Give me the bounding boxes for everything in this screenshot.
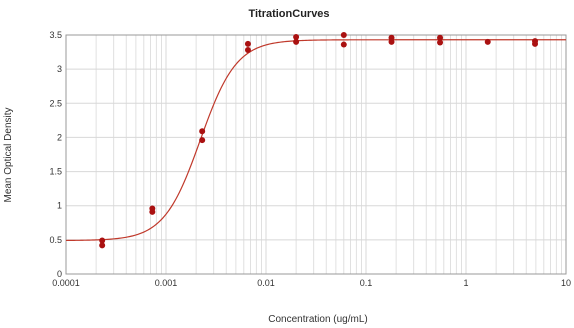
data-point (244, 47, 251, 54)
plot-frame (65, 34, 567, 275)
data-points-layer (99, 32, 539, 249)
data-point (99, 237, 106, 244)
y-tick-label: 3.5 (49, 30, 62, 40)
data-point (437, 34, 444, 41)
data-point (532, 40, 539, 47)
data-point (340, 41, 347, 48)
y-tick-label: 2 (57, 132, 62, 142)
y-axis-label: Mean Optical Density (3, 107, 14, 202)
data-point (293, 34, 300, 41)
y-tick-label: 3 (57, 64, 62, 74)
x-axis-label: Concentration (ug/mL) (268, 314, 368, 325)
chart-title: TitrationCurves (248, 8, 329, 20)
data-point (199, 137, 206, 144)
data-point (484, 38, 491, 45)
data-point (340, 32, 347, 38)
y-tick-label: 0.5 (49, 235, 62, 245)
tick-labels: 0.0001 0.001 0.01 0.1 1 10 0 0.5 1 1.5 2 2.5 3 3.5 (49, 30, 571, 288)
y-tick-label: 2.5 (49, 98, 62, 108)
y-tick-label: 1 (57, 201, 62, 211)
data-point (199, 128, 206, 135)
fit-curve (65, 39, 566, 242)
data-point (437, 39, 444, 46)
x-tick-label: 1 (463, 278, 468, 288)
x-tick-label: 0.001 (155, 278, 178, 288)
y-tick-label: 0 (57, 269, 62, 279)
y-tick-label: 1.5 (49, 167, 62, 177)
data-point (388, 38, 395, 45)
data-point (99, 242, 106, 249)
x-tick-label: 10 (561, 278, 571, 288)
data-point (149, 208, 156, 215)
data-point (293, 38, 300, 45)
x-tick-label: 0.0001 (52, 278, 80, 288)
x-tick-label: 0.1 (360, 278, 373, 288)
x-tick-label: 0.01 (257, 278, 275, 288)
fit-curve-layer (65, 39, 566, 242)
grid (65, 34, 566, 275)
data-point (244, 40, 251, 47)
